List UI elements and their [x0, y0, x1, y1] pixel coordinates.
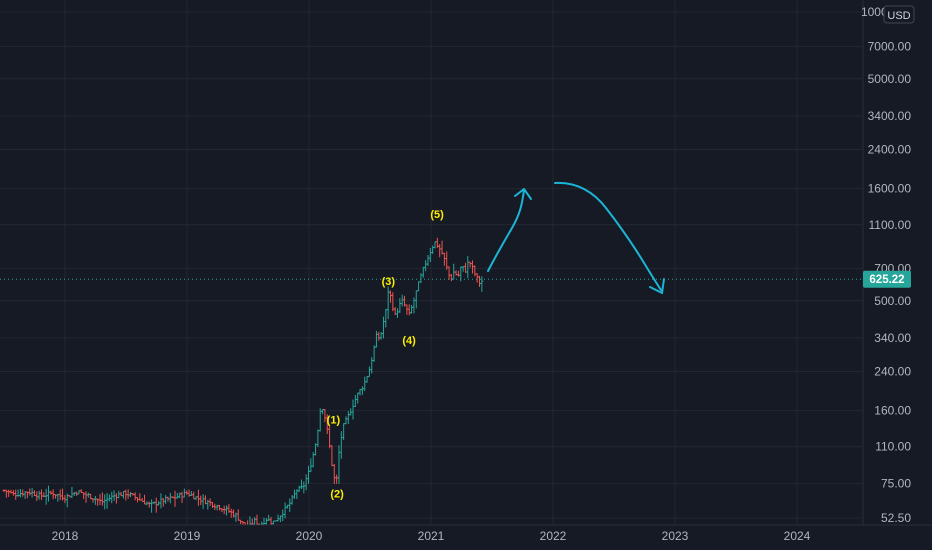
price-tick-label: 52.50 [881, 511, 911, 525]
annotations [487, 181, 665, 294]
downward-arrow-drawing[interactable] [554, 181, 662, 291]
price-tick-label: 7000.00 [868, 39, 912, 53]
time-tick-label: 2023 [662, 529, 689, 543]
time-tick-label: 2019 [174, 529, 201, 543]
ohlc-bar [480, 276, 484, 292]
time-tick-label: 2022 [540, 529, 567, 543]
wave-label: (5) [430, 209, 444, 221]
price-tick-label: 160.00 [874, 404, 911, 418]
time-tick-label: 2020 [296, 529, 323, 543]
wave-label: (3) [382, 276, 396, 288]
wave-label: (4) [402, 335, 416, 347]
currency-label: USD [887, 10, 910, 22]
last-price-badge: 625.22 [863, 270, 911, 288]
time-tick-label: 2021 [418, 529, 445, 543]
price-axis-background [863, 0, 932, 525]
currency-badge[interactable]: USD [883, 5, 915, 24]
upward-arrow-drawing[interactable] [487, 189, 525, 272]
grid [0, 0, 862, 525]
downward-arrow-head [649, 278, 665, 294]
price-tick-label: 2400.00 [868, 143, 912, 157]
ohlc-bars [2, 237, 484, 532]
price-tick-label: 5000.00 [868, 72, 912, 86]
time-axis[interactable]: 2018 2019 2020 2021 2022 2023 2024 [52, 529, 811, 543]
price-tick-label: 110.00 [875, 440, 911, 454]
last-price-label: 625.22 [869, 274, 904, 286]
price-tick-label: 340.00 [874, 331, 911, 345]
price-tick-label: 1100.00 [869, 218, 912, 232]
price-tick-label: 240.00 [874, 365, 911, 379]
wave-label: (2) [330, 488, 344, 500]
price-tick-label: 75.00 [881, 477, 911, 491]
price-tick-label: 500.00 [874, 294, 911, 308]
price-axis[interactable]: 10000.007000.005000.003400.002400.001600… [861, 5, 911, 525]
upward-arrow-head [514, 188, 532, 200]
time-tick-label: 2024 [784, 529, 811, 543]
price-tick-label: 3400.00 [868, 109, 912, 123]
time-axis-background [0, 525, 932, 550]
wave-label: (1) [327, 414, 341, 426]
wave-labels: (1) (2) (3) (4) (5) [327, 209, 444, 500]
time-tick-label: 2018 [52, 529, 79, 543]
price-tick-label: 1600.00 [868, 182, 912, 196]
